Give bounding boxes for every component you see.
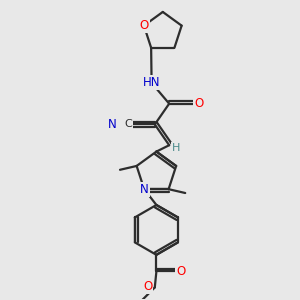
Text: H: H <box>172 143 180 153</box>
Text: C: C <box>125 119 133 129</box>
Text: O: O <box>176 265 185 278</box>
Text: N: N <box>108 118 117 131</box>
Text: HN: HN <box>143 76 160 89</box>
Text: O: O <box>143 280 152 293</box>
Text: N: N <box>140 183 148 196</box>
Text: O: O <box>139 19 148 32</box>
Text: O: O <box>194 97 203 110</box>
